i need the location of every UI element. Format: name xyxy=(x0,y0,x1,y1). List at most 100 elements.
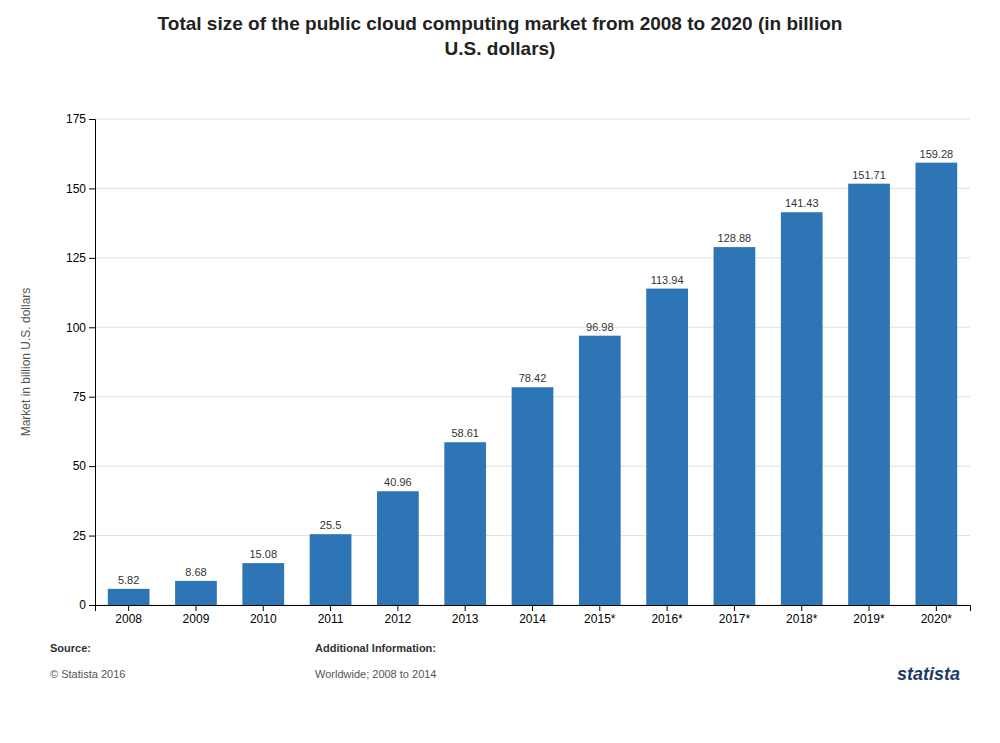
data-labels: 5.828.6815.0825.540.9658.6178.4296.98113… xyxy=(118,148,953,586)
bar xyxy=(915,163,957,605)
x-tick: 2019* xyxy=(853,605,885,626)
y-tick: 150 xyxy=(66,182,95,196)
data-label: 96.98 xyxy=(586,321,614,333)
bar xyxy=(310,534,352,605)
bar xyxy=(377,491,419,605)
y-tick: 75 xyxy=(73,390,95,404)
x-tick: 2020* xyxy=(921,605,953,626)
y-axis: 0 25 50 75 100 125 150 175 xyxy=(66,112,96,612)
x-tick-label: 2016* xyxy=(651,612,683,626)
data-label: 25.5 xyxy=(320,519,341,531)
x-tick-mark xyxy=(734,605,735,611)
x-tick: 2008 xyxy=(115,605,142,626)
x-tick: 2018* xyxy=(786,605,818,626)
bar xyxy=(579,336,621,605)
x-tick-label: 2018* xyxy=(786,612,818,626)
y-tick-label: 100 xyxy=(66,321,86,335)
y-tick-mark xyxy=(89,397,95,398)
bar xyxy=(444,442,486,605)
y-tick-mark xyxy=(89,327,95,328)
chart: Total size of the public cloud computing… xyxy=(0,0,1000,743)
data-label: 5.82 xyxy=(118,574,139,586)
title-line: Total size of the public cloud computing… xyxy=(158,13,843,34)
x-tick: 2013 xyxy=(452,605,479,626)
annotation: Worldwide; 2008 to 2014 xyxy=(315,668,437,680)
y-tick-mark xyxy=(89,536,95,537)
x-tick-label: 2011 xyxy=(318,612,344,626)
bars xyxy=(108,163,957,605)
bar xyxy=(714,247,756,605)
x-tick-mark xyxy=(667,605,668,611)
grid-line xyxy=(95,188,970,189)
bar xyxy=(646,289,688,605)
x-tick: 2009 xyxy=(183,605,210,626)
x-tick-mark xyxy=(465,605,466,611)
annotation: © Statista 2016 xyxy=(50,668,125,680)
data-label: 58.61 xyxy=(451,427,479,439)
y-tick-label: 50 xyxy=(73,459,87,473)
y-tick: 0 xyxy=(79,598,95,612)
grid-line xyxy=(95,327,970,328)
logo-text: statista xyxy=(897,664,960,684)
plot: 0255075100125150175200820092010201120122… xyxy=(66,112,971,625)
x-tick-label: 2019* xyxy=(853,612,885,626)
y-axis-line xyxy=(89,120,96,606)
annotation: Additional Information: xyxy=(315,642,436,654)
data-label: 113.94 xyxy=(651,274,684,286)
x-axis-line xyxy=(96,606,971,612)
data-label: 15.08 xyxy=(250,548,278,560)
y-tick: 175 xyxy=(66,112,95,126)
y-tick-mark xyxy=(89,188,95,189)
x-tick: 2015* xyxy=(584,605,616,626)
y-tick-label: 0 xyxy=(79,598,86,612)
x-axis: 2008 2009 2010 2011 2012 2013 2014 2015* 2016* 20… xyxy=(96,605,971,626)
y-tick: 25 xyxy=(73,529,95,543)
x-tick-mark xyxy=(128,605,129,611)
x-tick: 2011 xyxy=(318,605,344,626)
x-tick-mark xyxy=(599,605,600,611)
x-tick: 2010 xyxy=(250,605,277,626)
x-tick-mark xyxy=(397,605,398,611)
x-tick-mark xyxy=(801,605,802,611)
data-label: 151.71 xyxy=(852,169,886,181)
grid xyxy=(95,119,970,605)
x-tick-mark xyxy=(869,605,870,611)
y-tick-label: 150 xyxy=(66,182,86,196)
x-tick-mark xyxy=(330,605,331,611)
y-tick-mark xyxy=(89,605,95,606)
x-tick: 2017* xyxy=(719,605,751,626)
x-tick-mark xyxy=(263,605,264,611)
grid-line xyxy=(95,257,970,258)
x-tick-mark xyxy=(936,605,937,611)
x-tick-label: 2010 xyxy=(250,612,277,626)
y-tick: 125 xyxy=(66,251,95,265)
bar xyxy=(242,563,284,605)
y-tick-label: 25 xyxy=(73,529,87,543)
x-tick-label: 2015* xyxy=(584,612,616,626)
x-tick-label: 2014 xyxy=(519,612,546,626)
x-tick-mark xyxy=(532,605,533,611)
x-tick-label: 2012 xyxy=(385,612,412,626)
y-tick: 100 xyxy=(66,321,95,335)
grid-line xyxy=(95,119,970,120)
bar xyxy=(512,387,554,605)
y-tick-mark xyxy=(89,466,95,467)
bar xyxy=(175,581,217,605)
data-label: 159.28 xyxy=(920,148,954,160)
data-label: 8.68 xyxy=(185,566,206,578)
x-tick: 2016* xyxy=(651,605,683,626)
x-tick-mark xyxy=(195,605,196,611)
bar xyxy=(781,212,823,605)
data-label: 78.42 xyxy=(519,372,547,384)
x-tick: 2012 xyxy=(385,605,412,626)
y-axis-title: Market in billion U.S. dollars xyxy=(19,288,33,437)
title: Total size of the public cloud computing… xyxy=(158,13,843,59)
x-tick-label: 2013 xyxy=(452,612,479,626)
bar xyxy=(848,184,890,605)
x-tick-label: 2008 xyxy=(115,612,142,626)
data-label: 141.43 xyxy=(785,197,819,209)
y-tick-label: 125 xyxy=(66,251,86,265)
x-tick-label: 2020* xyxy=(921,612,953,626)
x-tick: 2014 xyxy=(519,605,546,626)
bar xyxy=(108,589,150,605)
